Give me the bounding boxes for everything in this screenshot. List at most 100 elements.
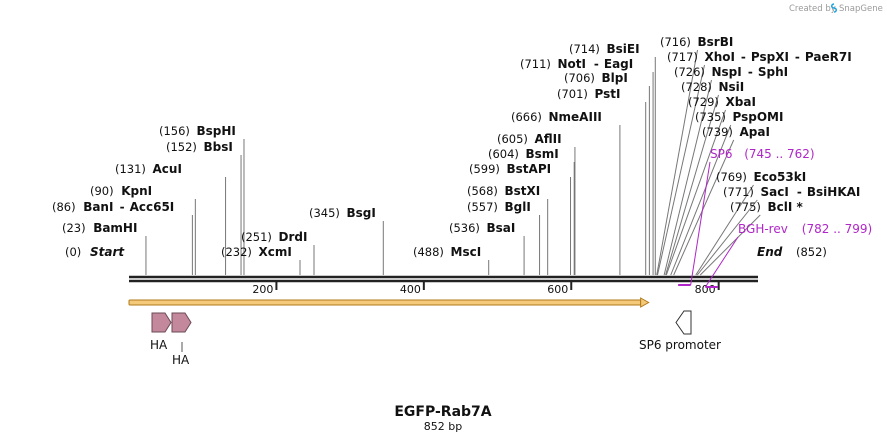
site-name: XcmI bbox=[259, 245, 292, 259]
orf-arrowhead bbox=[640, 297, 650, 308]
site-name: NotI bbox=[558, 57, 587, 71]
site-position: (90) bbox=[90, 184, 114, 198]
ruler-tick-label: 800 bbox=[695, 283, 716, 296]
primer-range: (745 .. 762) bbox=[744, 147, 814, 161]
ha-label-1: HA bbox=[150, 338, 168, 352]
site-name: Eco53kI bbox=[754, 170, 807, 184]
site-name: BspHI bbox=[197, 124, 236, 138]
site-bstxi: (568) BstXI bbox=[467, 184, 540, 198]
site-position: (536) bbox=[449, 221, 480, 235]
snapgene-logo-icon bbox=[831, 3, 837, 13]
site-aflii: (605) AflII bbox=[497, 132, 562, 146]
site-leader bbox=[673, 139, 735, 276]
site-position: (131) bbox=[115, 162, 146, 176]
site-position: (775) bbox=[730, 200, 761, 214]
site-msci: (488) MscI bbox=[413, 245, 481, 259]
site-position: (728) bbox=[681, 80, 712, 94]
primer-bars: SP6 (745 .. 762) BGH-rev (782 .. 799) bbox=[678, 147, 872, 288]
site-apai: (739) ApaI bbox=[702, 125, 770, 139]
site-name: AflII bbox=[535, 132, 562, 146]
site-separator: - bbox=[797, 185, 802, 199]
site-position: (717) bbox=[667, 50, 698, 64]
site-position: (557) bbox=[467, 200, 498, 214]
ruler: 200 400 600 800 bbox=[252, 282, 720, 296]
site-name: NmeAIII bbox=[549, 110, 602, 124]
site-name: BsrBI bbox=[698, 35, 734, 49]
site-position: (716) bbox=[660, 35, 691, 49]
site-position: (739) bbox=[702, 125, 733, 139]
sequence-backbone bbox=[129, 275, 758, 283]
site-bsrbi: (716) BsrBI bbox=[660, 35, 733, 49]
site-name: AcuI bbox=[153, 162, 182, 176]
primer-name: SP6 bbox=[710, 147, 733, 161]
site-position: (568) bbox=[467, 184, 498, 198]
site-bbsi: (152) BbsI bbox=[166, 140, 233, 154]
site-position: (666) bbox=[511, 110, 542, 124]
site-name: DrdI bbox=[279, 230, 308, 244]
site-name: BclI * bbox=[768, 200, 804, 214]
site-separator: - bbox=[741, 50, 746, 64]
sp6-promoter-label: SP6 promoter bbox=[639, 338, 721, 352]
site-name: XbaI bbox=[726, 95, 756, 109]
site-position: (729) bbox=[688, 95, 719, 109]
map-title: EGFP-Rab7A bbox=[394, 404, 491, 420]
site-extra-name: PspXI bbox=[751, 50, 789, 64]
site-name: XhoI bbox=[705, 50, 736, 64]
site-leader bbox=[696, 199, 758, 276]
site-name: BstXI bbox=[505, 184, 541, 198]
primer-name: BGH-rev bbox=[738, 222, 788, 236]
primer-leader bbox=[704, 236, 739, 288]
site-position: (771) bbox=[723, 185, 754, 199]
site-bstapi: (599) BstAPI bbox=[469, 162, 551, 176]
site-position: (232) bbox=[221, 245, 252, 259]
site-name: BsaI bbox=[487, 221, 516, 235]
site-bani: (86) BanI - Acc65I bbox=[52, 200, 174, 214]
site-drdi: (251) DrdI bbox=[241, 230, 307, 244]
site-nsii: (728) NsiI bbox=[681, 80, 744, 94]
start-position: (0) bbox=[65, 245, 81, 259]
site-position: (156) bbox=[159, 124, 190, 138]
site-bsai: (536) BsaI bbox=[449, 221, 515, 235]
site-separator: - bbox=[748, 65, 753, 79]
site-separator: - bbox=[594, 57, 599, 71]
site-name: BstAPI bbox=[507, 162, 552, 176]
site-psti: (701) PstI bbox=[557, 87, 620, 101]
site-extra-name: EagI bbox=[604, 57, 633, 71]
sp6-promoter-icon bbox=[675, 310, 692, 335]
primer-leader bbox=[690, 161, 711, 286]
site-name: BanI bbox=[83, 200, 113, 214]
site-leader bbox=[670, 124, 732, 276]
leader-lines bbox=[145, 49, 761, 276]
site-labels: (23) BamHI (86) BanI - Acc65I (90) KpnI (131) Acu… bbox=[52, 35, 860, 259]
site-name: KpnI bbox=[121, 184, 152, 198]
site-bamhi: (23) BamHI bbox=[62, 221, 137, 235]
site-position: (23) bbox=[62, 221, 86, 235]
site-separator: - bbox=[120, 200, 125, 214]
site-xbai: (729) XbaI bbox=[688, 95, 756, 109]
site-name: BlpI bbox=[602, 71, 628, 85]
primer-bgh-rev: BGH-rev (782 .. 799) bbox=[704, 222, 872, 288]
end-name: End bbox=[757, 245, 783, 259]
site-position: (735) bbox=[695, 110, 726, 124]
site-nspi: (726) NspI - SphI bbox=[674, 65, 788, 79]
site-saci: (771) SacI - BsiHKAI bbox=[723, 185, 860, 199]
site-position: (769) bbox=[716, 170, 747, 184]
site-position: (251) bbox=[241, 230, 272, 244]
site-leader bbox=[656, 49, 698, 276]
site-position: (701) bbox=[557, 87, 588, 101]
site-position: (706) bbox=[564, 71, 595, 85]
site-blpi: (706) BlpI bbox=[564, 71, 628, 85]
site-noti: (711) NotI - EagI bbox=[520, 57, 633, 71]
ha-tag-2-icon bbox=[171, 312, 192, 333]
site-bsmi: (604) BsmI bbox=[488, 147, 559, 161]
site-name: BsgI bbox=[347, 206, 376, 220]
site-name: SacI bbox=[761, 185, 789, 199]
site-bsgi: (345) BsgI bbox=[309, 206, 376, 220]
ha-label-2: HA bbox=[172, 353, 190, 367]
site-leader bbox=[663, 79, 712, 276]
site-position: (714) bbox=[569, 42, 600, 56]
sp6-promoter: SP6 promoter bbox=[639, 310, 721, 352]
site-pspomi: (735) PspOMI bbox=[695, 110, 783, 124]
credit-text: Created by bbox=[789, 4, 836, 14]
